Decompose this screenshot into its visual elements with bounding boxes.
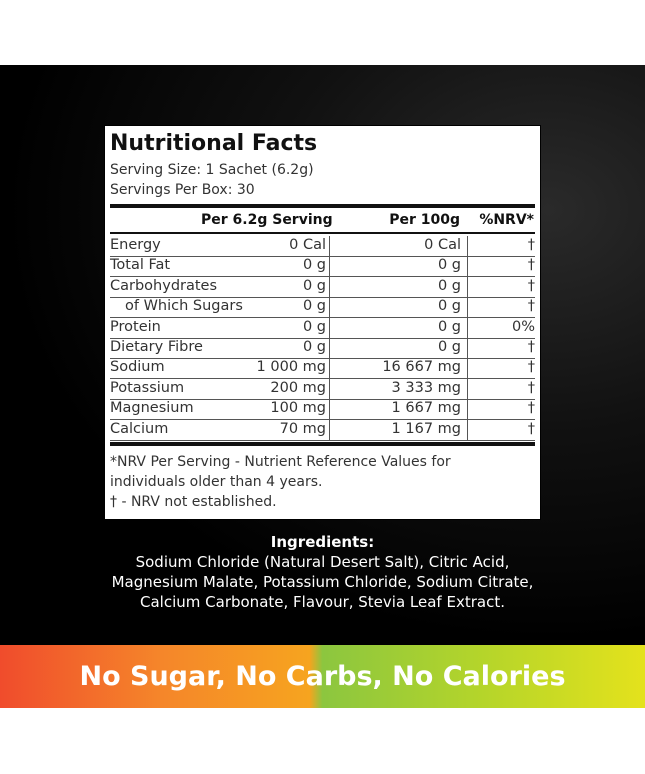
nutrient-name: Total Fat xyxy=(110,257,171,274)
nutrition-label: Nutritional Facts Serving Size: 1 Sachet… xyxy=(104,125,541,520)
cell-value: 0 Cal xyxy=(424,237,461,253)
column-header: %NRV* xyxy=(479,212,534,228)
column-divider xyxy=(329,399,330,420)
cell-value: † xyxy=(527,298,535,315)
column-divider xyxy=(329,358,330,379)
cell-value: 70 mg xyxy=(279,420,326,437)
cell-value: 0 Cal xyxy=(289,237,326,253)
cell-value: † xyxy=(527,339,535,355)
cell-value: 0 g xyxy=(302,257,326,274)
cell-value: 0 g xyxy=(437,277,461,294)
table-row: Magnesium 100 mg 1 667 mg † xyxy=(110,399,535,421)
cell-value: 1 667 mg xyxy=(391,400,461,417)
column-divider xyxy=(329,276,330,297)
cell-value: † xyxy=(527,237,535,253)
column-divider xyxy=(467,378,468,399)
nutrient-name: Energy xyxy=(110,237,161,253)
cell-value: 0 g xyxy=(437,339,461,355)
cell-value: 3 333 mg xyxy=(391,379,461,396)
cell-value: 1 167 mg xyxy=(391,420,461,437)
column-divider xyxy=(329,236,330,256)
column-divider xyxy=(467,236,468,256)
nutrient-name: Magnesium xyxy=(110,400,194,417)
table-row: Potassium 200 mg 3 333 mg † xyxy=(110,378,535,400)
serving-size: Serving Size: 1 Sachet (6.2g) xyxy=(110,162,314,178)
cell-value: 0 g xyxy=(437,298,461,315)
label-title: Nutritional Facts xyxy=(110,131,318,156)
ingredients-line: Calcium Carbonate, Flavour, Stevia Leaf … xyxy=(140,593,505,611)
table-row: Protein 0 g 0 g 0% xyxy=(110,317,535,339)
cell-value: 1 000 mg xyxy=(256,359,326,376)
nutrient-name: Calcium xyxy=(110,420,169,437)
rule xyxy=(110,204,535,208)
column-divider xyxy=(329,338,330,358)
cell-value: 0 g xyxy=(302,277,326,294)
ingredients-title: Ingredients: xyxy=(270,533,375,551)
ingredients-line: Sodium Chloride (Natural Desert Salt), C… xyxy=(135,553,510,571)
banner: No Sugar, No Carbs, No Calories xyxy=(0,645,645,708)
nutrient-name: Potassium xyxy=(110,379,185,396)
column-divider xyxy=(329,317,330,338)
rule xyxy=(110,232,535,234)
column-header: Per 100g xyxy=(389,212,460,228)
column-divider xyxy=(467,358,468,379)
nutrient-name: Dietary Fibre xyxy=(110,339,203,355)
cell-value: 200 mg xyxy=(270,379,326,396)
column-divider xyxy=(467,256,468,277)
table-row: Carbohydrates 0 g 0 g † xyxy=(110,276,535,298)
cell-value: 0 g xyxy=(437,318,461,335)
column-divider xyxy=(467,276,468,297)
rule xyxy=(110,442,535,446)
cell-value: † xyxy=(527,257,535,274)
cell-value: † xyxy=(527,359,535,376)
column-divider xyxy=(467,317,468,338)
cell-value: 100 mg xyxy=(270,400,326,417)
cell-value: † xyxy=(527,400,535,417)
table-row: Calcium 70 mg 1 167 mg † xyxy=(110,419,535,441)
nutrient-name: Sodium xyxy=(110,359,165,376)
cell-value: 16 667 mg xyxy=(382,359,461,376)
nutrient-name: Protein xyxy=(110,318,161,335)
table-row: Total Fat 0 g 0 g † xyxy=(110,256,535,278)
column-header: Per 6.2g Serving xyxy=(201,212,333,228)
column-divider xyxy=(329,256,330,277)
footnote: individuals older than 4 years. xyxy=(110,474,323,490)
footnote: *NRV Per Serving - Nutrient Reference Va… xyxy=(110,454,451,470)
cell-value: † xyxy=(527,277,535,294)
cell-value: 0 g xyxy=(302,339,326,355)
column-divider xyxy=(329,378,330,399)
column-divider xyxy=(329,419,330,440)
table-row: Sodium 1 000 mg 16 667 mg † xyxy=(110,358,535,380)
cell-value: † xyxy=(527,420,535,437)
cell-value: † xyxy=(527,379,535,396)
cell-value: 0 g xyxy=(302,298,326,315)
table-row: of Which Sugars 0 g 0 g † xyxy=(110,297,535,319)
column-divider xyxy=(467,399,468,420)
cell-value: 0% xyxy=(511,318,535,335)
table-row: Energy 0 Cal 0 Cal † xyxy=(110,236,535,257)
table-row: Dietary Fibre 0 g 0 g † xyxy=(110,338,535,359)
column-divider xyxy=(329,297,330,318)
column-divider xyxy=(467,419,468,440)
nutrient-name: of Which Sugars xyxy=(125,298,243,315)
ingredients-line: Magnesium Malate, Potassium Chloride, So… xyxy=(111,573,534,591)
column-divider xyxy=(467,338,468,358)
servings-per-box: Servings Per Box: 30 xyxy=(110,182,255,198)
ingredients: Ingredients: Sodium Chloride (Natural De… xyxy=(0,532,645,612)
column-divider xyxy=(467,297,468,318)
cell-value: 0 g xyxy=(437,257,461,274)
banner-text: No Sugar, No Carbs, No Calories xyxy=(79,661,566,692)
footnote: † - NRV not established. xyxy=(110,494,277,510)
cell-value: 0 g xyxy=(302,318,326,335)
nutrient-name: Carbohydrates xyxy=(110,277,218,294)
